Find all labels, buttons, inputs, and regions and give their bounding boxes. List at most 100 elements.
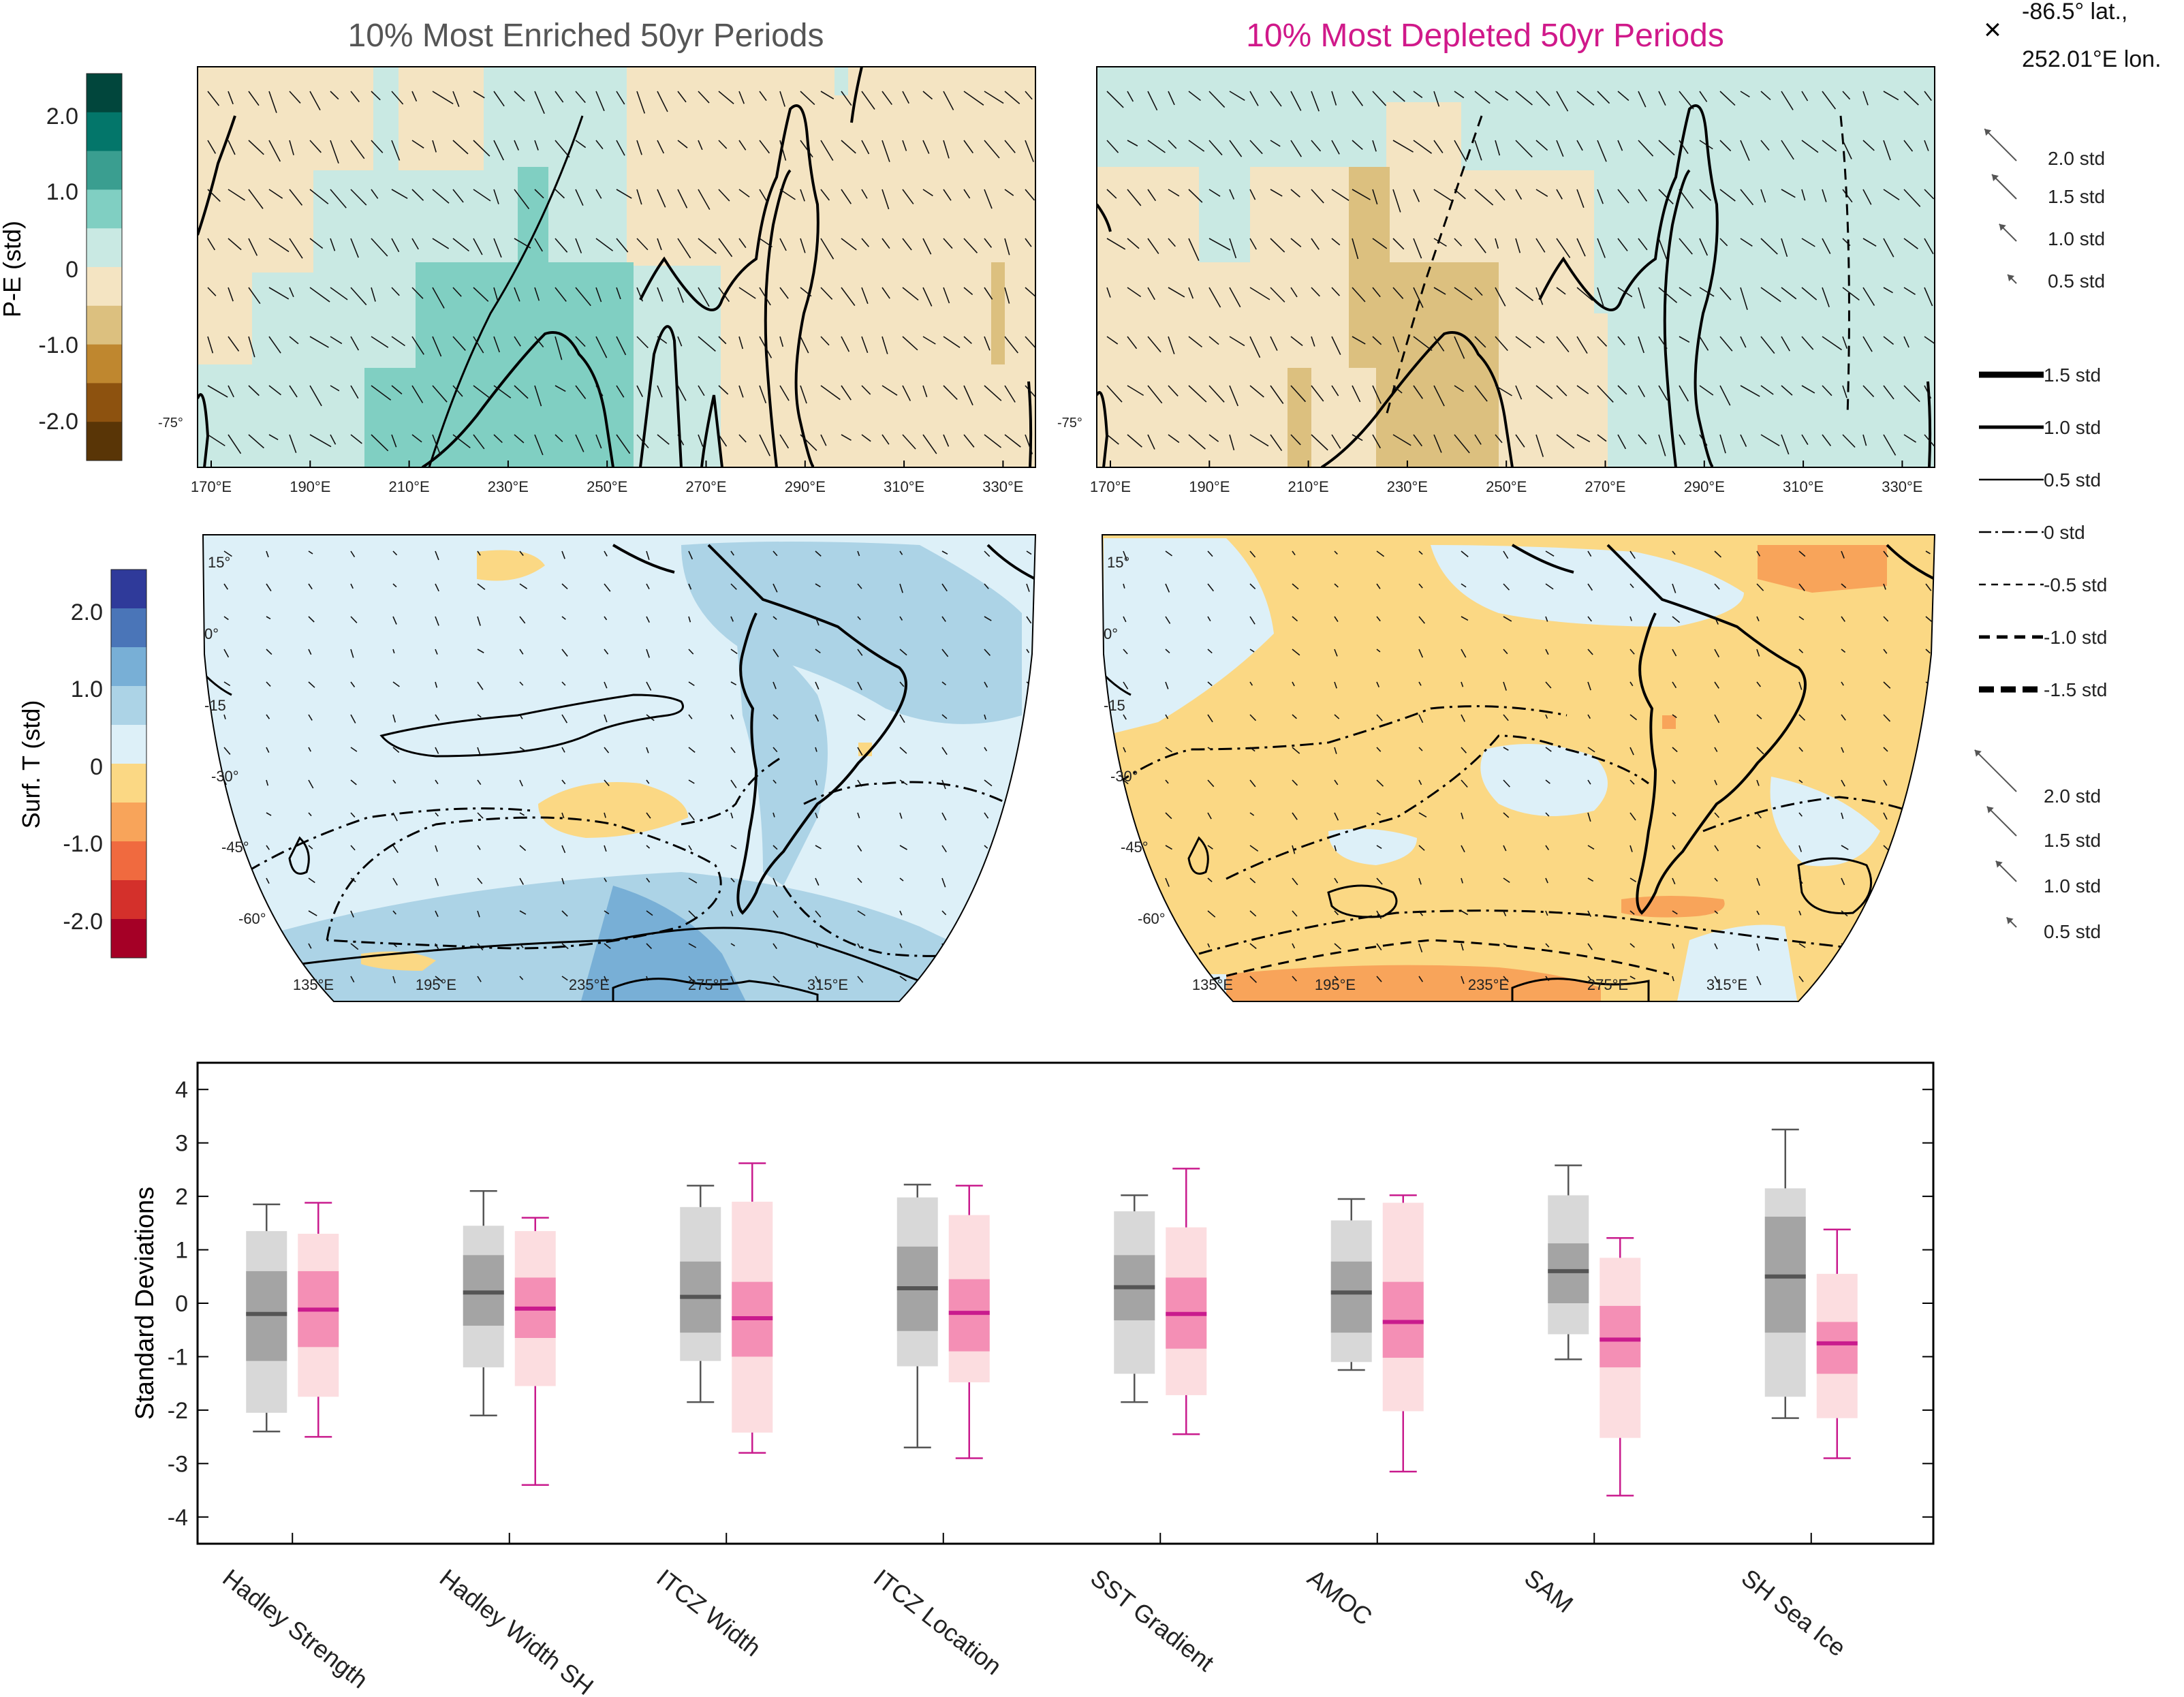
- wind-vector: [1714, 877, 1718, 882]
- wind-vector: [228, 140, 236, 155]
- wind-vector: [207, 91, 220, 106]
- wind-vector: [882, 140, 890, 162]
- wind-vector: [1587, 681, 1591, 691]
- wind-vector: [857, 616, 861, 621]
- pe-colorbar: [86, 73, 123, 461]
- wind-vector: [738, 385, 744, 398]
- wind-legend-arrow: [1986, 806, 2017, 837]
- box-depleted: [1816, 1228, 1858, 1459]
- t-colorbar-label: Surf. T (std): [17, 700, 45, 829]
- wind-vector: [350, 550, 356, 558]
- wind-vector: [477, 910, 480, 918]
- wind-vector: [1587, 550, 1592, 557]
- wind-vector: [759, 336, 773, 358]
- wind-vector: [1597, 140, 1607, 162]
- wind-vector: [1334, 812, 1339, 821]
- wind-vector: [228, 238, 242, 251]
- wind-vector: [1798, 649, 1804, 653]
- wind-vector: [773, 779, 777, 784]
- wind-vector: [820, 189, 830, 201]
- wind-vector: [604, 845, 607, 852]
- wind-vector: [1413, 91, 1423, 98]
- wind-vector: [1798, 779, 1803, 783]
- wind-vector: [1883, 943, 1887, 950]
- wind-vector: [815, 845, 822, 850]
- wind-vector: [308, 910, 317, 916]
- wind-vector: [595, 434, 602, 449]
- wind-vector: [1026, 649, 1030, 653]
- wind-vector: [636, 91, 646, 114]
- wind-vector: [1292, 943, 1296, 949]
- wind-vector: [1123, 976, 1127, 981]
- wind-vector: [435, 976, 443, 983]
- wind-vector: [718, 434, 728, 447]
- wind-vector: [1495, 287, 1506, 307]
- wind-vector: [371, 434, 389, 452]
- wind-vector: [646, 747, 649, 753]
- wind-vector: [452, 385, 463, 397]
- wind-vector: [1270, 189, 1283, 197]
- wind-vector: [1883, 287, 1893, 294]
- wind-vector: [1249, 434, 1269, 447]
- wind-vector: [1207, 877, 1213, 882]
- wind-vector: [391, 189, 408, 199]
- y-tick-label: 0: [175, 1291, 188, 1317]
- wind-vector: [493, 91, 505, 107]
- wind-vector: [1672, 812, 1676, 817]
- wind-vector: [1658, 140, 1675, 156]
- wind-vector: [1418, 779, 1422, 785]
- wind-vector: [815, 616, 820, 626]
- t-colorbar-swatch: [111, 880, 146, 920]
- pe-wind-vectors-depleted: [1106, 91, 1935, 457]
- wind-vector: [688, 910, 696, 918]
- wind-vector: [902, 287, 919, 301]
- wind-vector: [1515, 336, 1531, 349]
- t-colorbar-swatch: [111, 841, 146, 881]
- wind-vector: [1208, 434, 1219, 442]
- t-lat-tick-label: -45°: [1121, 839, 1149, 856]
- wind-vector: [1376, 812, 1381, 815]
- wind-vector: [779, 287, 789, 299]
- wind-vector: [308, 550, 313, 555]
- wind-vector: [309, 238, 324, 249]
- wind-vector: [1756, 649, 1760, 657]
- t-map-depleted: 15° 0° -15 -30° -45° -60° 135°E 195°E 235°E 275°E…: [1101, 534, 1936, 1002]
- pe-colorbar-swatch: [87, 151, 122, 190]
- pe-lon-tick-label: 210°E: [1288, 478, 1329, 495]
- wind-vector: [730, 779, 737, 789]
- wind-vector: [1461, 976, 1465, 984]
- wind-vector: [1597, 385, 1614, 403]
- wind-vector: [371, 91, 381, 101]
- wind-vector: [1503, 714, 1509, 721]
- wind-vector: [800, 91, 815, 106]
- pe-lon-tick-label: 330°E: [1882, 478, 1922, 495]
- wind-vector: [350, 91, 360, 103]
- wind-vector: [330, 238, 336, 251]
- site-marker-icon: ×: [1984, 13, 2001, 46]
- wind-vector: [1841, 910, 1848, 917]
- wind-vector: [1597, 287, 1605, 308]
- wind-vector: [636, 336, 649, 349]
- wind-vector: [963, 238, 978, 253]
- wind-vector: [1376, 910, 1382, 920]
- wind-vector: [861, 287, 869, 305]
- pe-colorbar-swatch: [87, 74, 122, 113]
- wind-vector: [555, 189, 565, 199]
- wind-vector: [1699, 434, 1708, 446]
- wind-vector: [1756, 747, 1764, 755]
- wind-vector: [1331, 238, 1341, 246]
- t-lon-tick-label: 315°E: [807, 976, 848, 993]
- wind-vector: [561, 616, 566, 620]
- t-lon-tick-label: 195°E: [416, 976, 456, 993]
- wind-vector: [1545, 681, 1552, 689]
- pe-lon-tick-label: 310°E: [884, 478, 924, 495]
- wind-vector: [636, 385, 644, 397]
- wind-vector: [1208, 189, 1221, 197]
- wind-vector: [519, 583, 528, 589]
- wind-vector: [698, 91, 710, 104]
- wind-vector: [604, 943, 611, 950]
- wind-vector: [984, 910, 989, 916]
- wind-vector: [1418, 649, 1424, 658]
- wind-vector: [646, 550, 650, 561]
- t-lat-tick-label: 0°: [1104, 625, 1118, 642]
